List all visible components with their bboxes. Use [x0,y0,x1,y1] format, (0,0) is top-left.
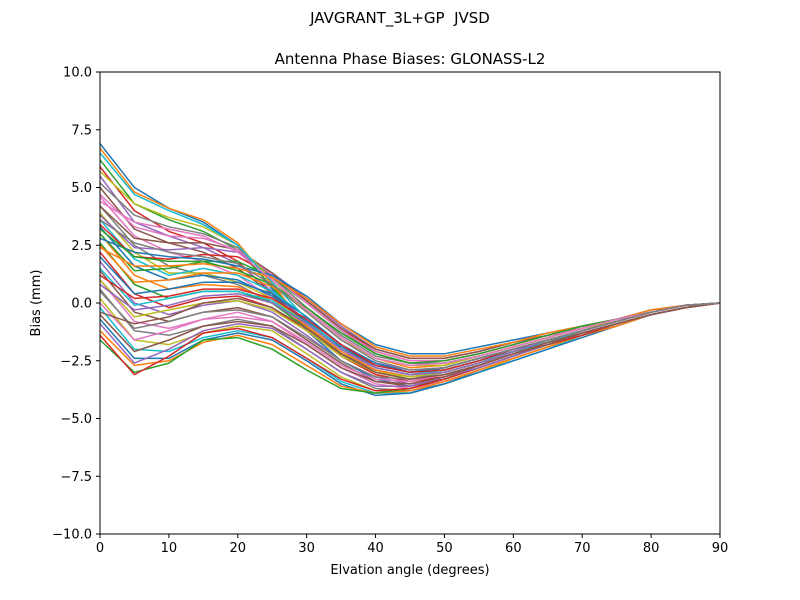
y-tick-label: 7.5 [71,123,92,138]
x-axis-ticks: 0 10 20 30 40 50 60 70 80 90 [96,534,728,556]
x-tick-label: 10 [161,541,178,556]
x-tick-label: 50 [436,541,453,556]
x-tick-label: 30 [298,541,315,556]
x-tick-label: 80 [643,541,660,556]
y-tick-label: 0.0 [71,297,92,312]
x-tick-label: 90 [712,541,729,556]
y-tick-label: −5.0 [60,412,92,427]
chart-title: Antenna Phase Biases: GLONASS-L2 [275,50,546,68]
series-line-47 [99,200,721,367]
y-tick-label: 10.0 [63,66,92,81]
plot-frame [99,71,721,535]
x-tick-label: 70 [574,541,591,556]
x-axis-label: Elvation angle (degrees) [330,563,489,578]
series-line-46 [99,297,721,380]
x-tick-label: 40 [367,541,384,556]
x-tick-label: 0 [96,541,104,556]
x-tick-label: 20 [230,541,247,556]
x-tick-label: 60 [505,541,522,556]
figure-title: JAVGRANT_3L+GP JVSD [310,9,490,27]
series-line-48 [99,219,721,371]
series-line-22 [99,302,721,394]
y-tick-label: −7.5 [60,470,92,485]
y-axis-label: Bias (mm) [29,270,44,337]
series-lines [99,143,721,397]
y-tick-label: −2.5 [60,354,92,369]
y-axis-ticks: −10.0 −7.5 −5.0 −2.5 0.0 2.5 5.0 7.5 10.0 [52,66,100,543]
series-line-6 [99,187,721,374]
y-tick-label: −10.0 [52,528,92,543]
y-tick-label: 5.0 [71,181,92,196]
y-tick-label: 2.5 [71,239,92,254]
